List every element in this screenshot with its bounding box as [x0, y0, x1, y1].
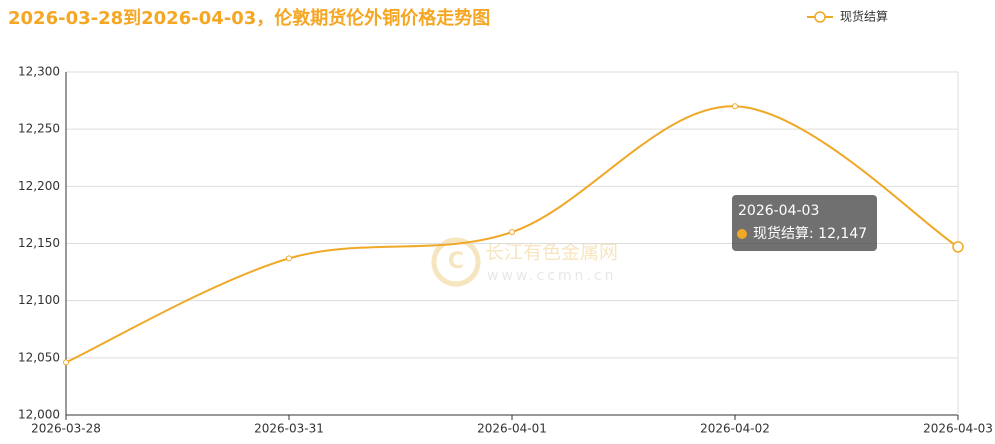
tooltip-box [732, 195, 877, 251]
point [732, 103, 738, 110]
tooltip-marker [737, 229, 747, 239]
point [952, 241, 964, 253]
y-tick-label: 12,100 [18, 293, 60, 307]
watermark: C 长江有色金属网 www.ccmn.cn [431, 237, 618, 287]
x-tick-label: 2026-04-02 [700, 422, 770, 436]
point [286, 255, 292, 262]
y-tick-label: 12,200 [18, 179, 60, 193]
y-tick-label: 12,250 [18, 122, 60, 136]
y-tick-label: 12,050 [18, 350, 60, 364]
watermark-url: www.ccmn.cn [487, 268, 616, 284]
tooltip-title: 2026-04-03 [738, 203, 819, 219]
tooltip-sep: : [809, 226, 818, 242]
tooltip-part: 12,147 [818, 226, 867, 242]
x-tick-label: 2026-04-01 [477, 422, 547, 436]
y-tick-label: 12,300 [18, 65, 60, 79]
watermark-logo-letter: C [448, 249, 464, 274]
point [509, 229, 515, 236]
y-tick-label: 12,000 [18, 408, 60, 422]
legend-marker [814, 11, 826, 23]
tooltip: 2026-04-03 现货结算: 12,147 [732, 195, 877, 251]
watermark-logo [431, 237, 481, 287]
tooltip-text: 现货结算: 12,147 [753, 225, 867, 242]
x-tick-label: 2026-03-28 [31, 422, 101, 436]
watermark-name: 长江有色金属网 [485, 242, 618, 264]
point [63, 359, 69, 366]
x-tick-label: 2026-03-31 [254, 422, 324, 436]
chart-title: 2026-03-28到2026-04-03，伦敦期货伦外铜价格走势图 [8, 7, 490, 29]
y-tick-label: 12,150 [18, 236, 60, 250]
tooltip-part: 现货结算 [753, 225, 809, 242]
x-tick-label: 2026-04-03 [923, 422, 993, 436]
legend-label: 现货结算 [840, 9, 888, 24]
